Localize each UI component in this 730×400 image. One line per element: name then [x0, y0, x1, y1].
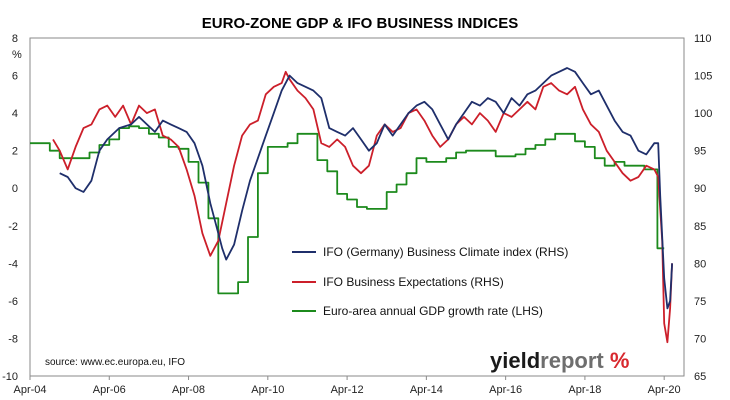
x-tick-label: Apr-18 [568, 384, 601, 396]
x-tick-label: Apr-06 [93, 384, 126, 396]
right-tick-label: 90 [694, 183, 706, 195]
legend-label-1: IFO Business Expectations (RHS) [323, 275, 504, 289]
x-tick-label: Apr-16 [489, 384, 522, 396]
series-line-1 [52, 70, 673, 344]
left-tick-label: 8 [12, 33, 18, 45]
right-tick-label: 100 [694, 108, 712, 120]
x-tick-label: Apr-08 [172, 384, 205, 396]
left-tick-label: -4 [8, 258, 18, 270]
legend-label-0: IFO (Germany) Business Climate index (RH… [323, 245, 568, 259]
right-tick-label: 70 [694, 333, 706, 345]
left-tick-label: 6 [12, 71, 18, 83]
legend: IFO (Germany) Business Climate index (RH… [292, 245, 568, 318]
left-tick-label: -8 [8, 333, 18, 345]
series-line-0 [59, 67, 673, 310]
right-tick-label: 65 [694, 371, 706, 383]
source-note: source: www.ec.europa.eu, IFO [45, 357, 185, 368]
yieldreport-logo: yieldreport % [490, 348, 629, 373]
right-tick-label: 75 [694, 296, 706, 308]
x-tick-label: Apr-04 [13, 384, 46, 396]
chart-title: EURO-ZONE GDP & IFO BUSINESS INDICES [202, 15, 518, 32]
legend-label-2: Euro-area annual GDP growth rate (LHS) [323, 304, 543, 318]
x-tick-label: Apr-12 [331, 384, 364, 396]
series-group [30, 67, 673, 344]
logo-part-yield: yield [490, 348, 540, 373]
right-tick-label: 85 [694, 221, 706, 233]
logo-part-report: report [540, 348, 604, 373]
right-tick-label: 110 [694, 33, 712, 45]
logo-part-percent: % [604, 348, 630, 373]
x-tick-label: Apr-14 [410, 384, 443, 396]
left-axis: 8 6 4 2 0 -2 -4 -6 -8 -10 [2, 33, 18, 383]
left-tick-label: 4 [12, 108, 18, 120]
left-tick-label: -2 [8, 221, 18, 233]
series-line-2 [30, 125, 665, 295]
left-tick-label: 0 [12, 183, 18, 195]
x-axis: Apr-04 Apr-06 Apr-08 Apr-10 Apr-12 Apr-14 Apr-… [13, 376, 681, 396]
left-tick-label: -10 [2, 371, 18, 383]
right-axis: 110 105 100 95 90 85 80 75 70 65 [694, 33, 712, 383]
right-tick-label: 80 [694, 258, 706, 270]
x-tick-label: Apr-20 [648, 384, 681, 396]
right-tick-label: 105 [694, 71, 712, 83]
left-axis-unit: % [12, 49, 22, 61]
left-tick-label: -6 [8, 296, 18, 308]
right-tick-label: 95 [694, 146, 706, 158]
x-tick-label: Apr-10 [251, 384, 284, 396]
left-tick-label: 2 [12, 146, 18, 158]
